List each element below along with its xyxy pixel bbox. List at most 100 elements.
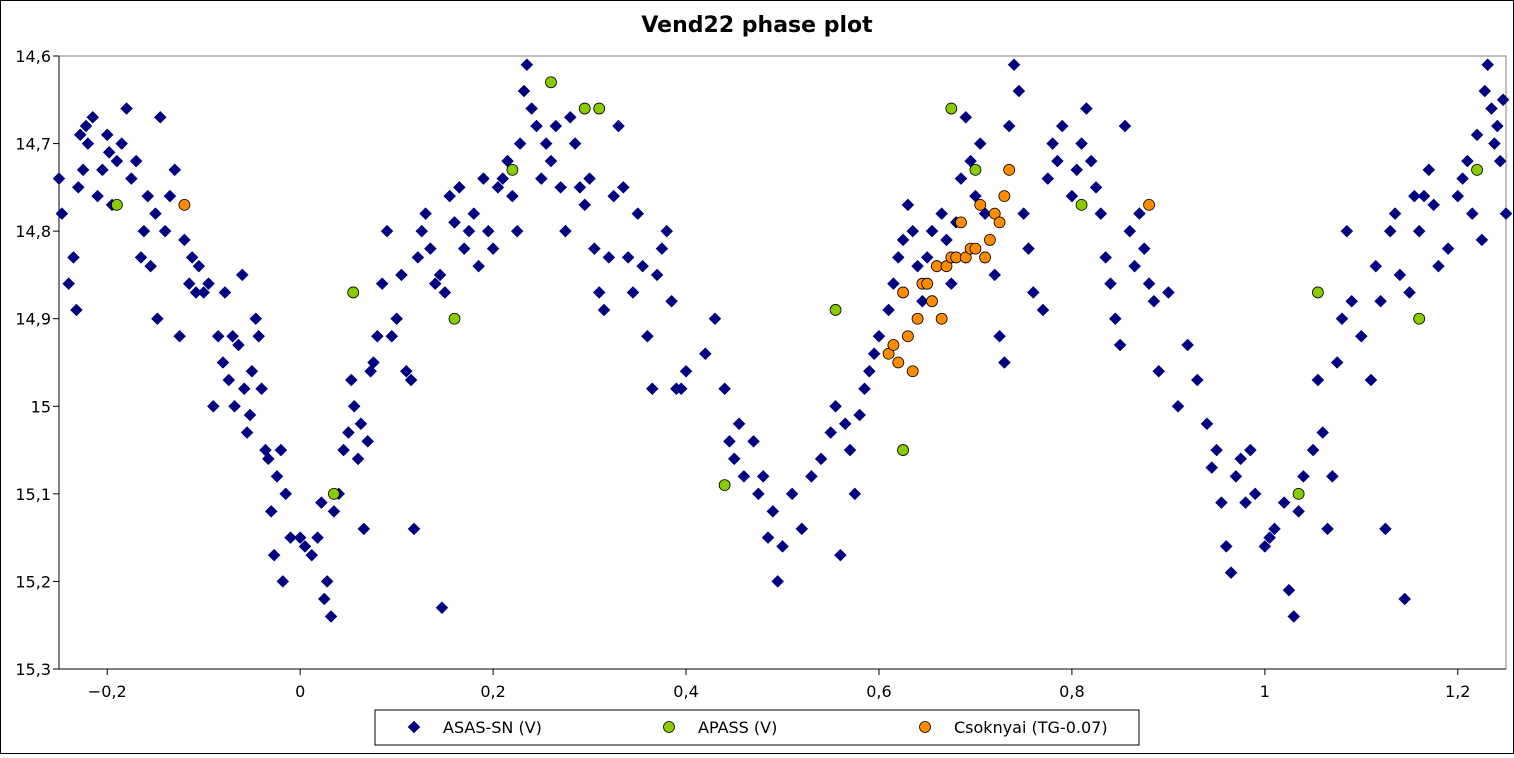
point-asas-sn-v: [354, 417, 368, 431]
x-axis: −0,2 0 0,2 0,4 0,6 0,8 1 1,2: [59, 668, 1506, 701]
point-asas-sn-v: [896, 233, 910, 247]
point-asas-sn-v: [284, 531, 297, 544]
point-asas-sn-v: [805, 469, 818, 483]
point-apass-v: [945, 102, 958, 115]
point-asas-sn-v: [151, 312, 164, 326]
point-asas-sn-v: [626, 286, 640, 299]
point-asas-sn-v: [1108, 312, 1122, 326]
x-tick-label: 0,2: [480, 682, 505, 701]
point-asas-sn-v: [1488, 137, 1501, 150]
point-asas-sn-v: [1152, 364, 1166, 378]
point-asas-sn-v: [597, 303, 611, 317]
point-asas-sn-v: [1133, 207, 1146, 220]
point-asas-sn-v: [144, 259, 157, 273]
point-asas-sn-v: [1316, 426, 1330, 439]
point-asas-sn-v: [737, 469, 751, 483]
point-asas-sn-v: [1219, 540, 1233, 553]
point-csoknyai-tg-0-07: [897, 286, 909, 299]
point-asas-sn-v: [1485, 102, 1498, 115]
point-asas-sn-v: [1493, 154, 1507, 168]
point-asas-sn-v: [52, 172, 66, 185]
point-asas-sn-v: [137, 224, 151, 238]
point-asas-sn-v: [1104, 277, 1117, 291]
point-asas-sn-v: [1007, 58, 1021, 72]
point-asas-sn-v: [158, 224, 172, 238]
point-csoknyai-tg-0-07: [974, 198, 987, 211]
point-asas-sn-v: [752, 487, 765, 501]
point-asas-sn-v: [1277, 496, 1291, 509]
y-tick-label: 14,7: [15, 135, 51, 154]
point-asas-sn-v: [1478, 84, 1492, 98]
point-asas-sn-v: [616, 181, 630, 194]
point-asas-sn-v: [1441, 242, 1455, 256]
point-asas-sn-v: [399, 364, 413, 378]
point-asas-sn-v: [317, 592, 331, 606]
point-csoknyai-tg-0-07: [969, 242, 982, 255]
point-asas-sn-v: [1287, 610, 1301, 623]
point-apass-v: [110, 198, 123, 211]
point-asas-sn-v: [1070, 163, 1084, 177]
point-asas-sn-v: [520, 58, 534, 72]
point-asas-sn-v: [168, 163, 182, 177]
point-asas-sn-v: [185, 251, 199, 264]
x-tick-label: 0: [295, 682, 305, 701]
point-csoknyai-tg-0-07: [1003, 163, 1016, 176]
y-tick-label: 14,8: [15, 222, 51, 241]
point-asas-sn-v: [998, 356, 1011, 369]
point-asas-sn-v: [407, 522, 421, 536]
point-asas-sn-v: [342, 426, 355, 439]
point-asas-sn-v: [1123, 224, 1137, 238]
point-asas-sn-v: [370, 329, 384, 343]
legend-label: APASS (V): [698, 718, 777, 737]
point-asas-sn-v: [1263, 531, 1277, 544]
point-asas-sn-v: [486, 242, 500, 256]
point-asas-sn-v: [102, 145, 116, 159]
point-asas-sn-v: [1470, 128, 1484, 142]
point-asas-sn-v: [1374, 294, 1387, 308]
point-asas-sn-v: [916, 294, 929, 308]
point-asas-sn-v: [513, 137, 527, 150]
point-asas-sn-v: [1496, 93, 1510, 107]
point-asas-sn-v: [163, 189, 177, 203]
point-asas-sn-v: [679, 364, 693, 378]
point-asas-sn-v: [357, 522, 371, 536]
legend-label: Csoknyai (TG-0.07): [954, 718, 1108, 737]
series-group: [178, 163, 1155, 378]
point-asas-sn-v: [1268, 522, 1281, 536]
point-asas-sn-v: [448, 216, 461, 229]
point-asas-sn-v: [665, 294, 678, 308]
point-asas-sn-v: [935, 207, 949, 220]
point-asas-sn-v: [320, 575, 334, 588]
point-csoknyai-tg-0-07: [921, 277, 934, 290]
point-asas-sn-v: [1427, 198, 1441, 212]
point-csoknyai-tg-0-07: [911, 312, 924, 325]
point-asas-sn-v: [795, 522, 809, 536]
point-asas-sn-v: [73, 128, 87, 142]
x-tick-label: 1: [1260, 682, 1270, 701]
legend-marker: [407, 720, 421, 734]
point-asas-sn-v: [120, 102, 133, 115]
point-asas-sn-v: [1321, 522, 1334, 536]
point-asas-sn-v: [206, 399, 220, 413]
point-asas-sn-v: [776, 540, 789, 553]
point-asas-sn-v: [1022, 242, 1035, 256]
point-asas-sn-v: [973, 137, 987, 150]
point-asas-sn-v: [862, 364, 876, 378]
point-asas-sn-v: [1364, 373, 1378, 387]
point-asas-sn-v: [1171, 399, 1185, 413]
point-asas-sn-v: [182, 277, 196, 291]
point-asas-sn-v: [1142, 277, 1156, 291]
point-csoknyai-tg-0-07: [1143, 198, 1155, 211]
point-asas-sn-v: [1118, 119, 1132, 133]
point-asas-sn-v: [517, 84, 531, 98]
series-group: [52, 58, 1513, 623]
point-asas-sn-v: [1162, 286, 1175, 299]
point-asas-sn-v: [237, 382, 251, 396]
point-asas-sn-v: [660, 224, 674, 238]
point-asas-sn-v: [539, 137, 553, 150]
point-csoknyai-tg-0-07: [887, 339, 900, 351]
point-asas-sn-v: [891, 251, 905, 264]
point-asas-sn-v: [1335, 312, 1349, 326]
point-asas-sn-v: [240, 426, 254, 439]
